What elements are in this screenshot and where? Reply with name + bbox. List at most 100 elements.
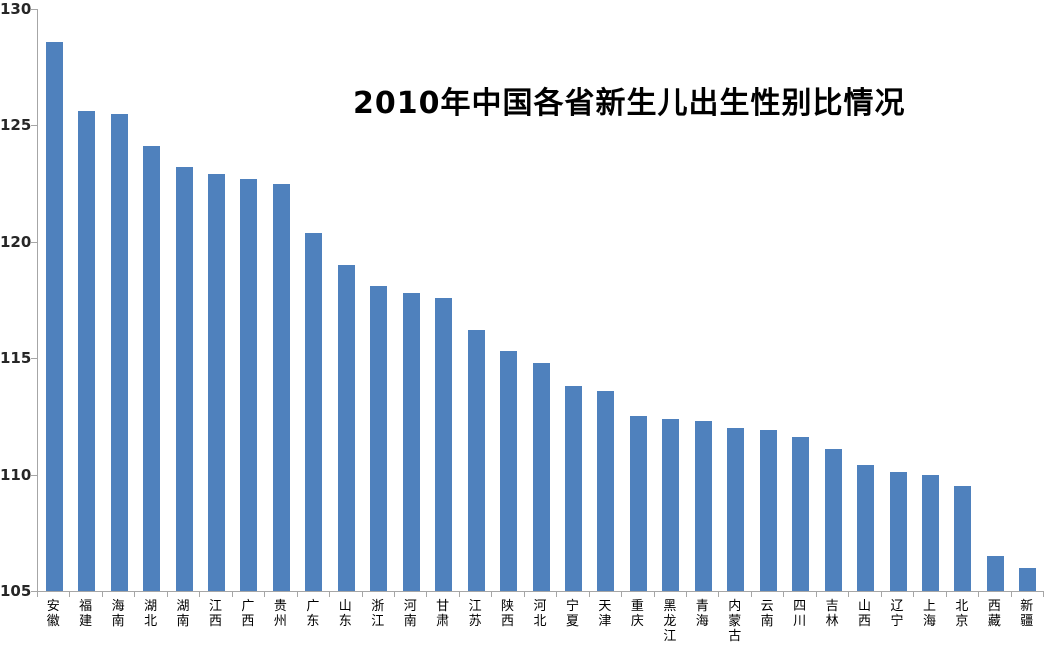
x-category-label: 湖南 [167, 599, 199, 644]
bar-slot [298, 9, 330, 591]
x-tick-mark [101, 592, 103, 597]
x-tick-mark [523, 592, 525, 597]
x-tick-mark [750, 592, 752, 597]
bar-13 [435, 297, 453, 591]
y-tick-label: 110 [0, 465, 32, 484]
plot-area [37, 9, 1044, 592]
x-tick-mark [458, 592, 460, 597]
bar-slot [265, 9, 297, 591]
chart-title: 2010年中国各省新生儿出生性别比情况 [353, 86, 906, 121]
x-category-label: 西藏 [978, 599, 1010, 644]
x-category-label: 陕西 [491, 599, 523, 644]
bar-15 [500, 351, 518, 591]
x-category-label: 贵州 [264, 599, 296, 644]
bar-slot [200, 9, 232, 591]
x-category-label: 辽宁 [881, 599, 913, 644]
bar-26 [857, 465, 875, 591]
bar-slot [168, 9, 200, 591]
x-category-label-text: 内蒙古 [728, 599, 742, 644]
x-category-label-text: 四川 [793, 599, 807, 629]
x-category-label-text: 山西 [858, 599, 872, 629]
y-tick-mark [31, 591, 37, 592]
x-category-label-text: 贵州 [273, 599, 287, 629]
x-tick-mark [69, 592, 71, 597]
x-category-label: 青海 [686, 599, 718, 644]
x-tick-mark [166, 592, 168, 597]
bar-20 [662, 418, 680, 591]
y-tick-label: 105 [0, 582, 32, 600]
x-category-label-text: 海南 [111, 599, 125, 629]
x-axis-labels: 安徽 福建 海南 湖北 湖南 江西 广西 贵州 广东 山东 浙江 河南 甘肃 江苏 陕西 河北 宁夏 天津 重庆 黑龙… [37, 599, 1043, 644]
bar-3 [110, 113, 128, 591]
bar-slot [882, 9, 914, 591]
bar-slot [817, 9, 849, 591]
bar-1 [45, 41, 63, 591]
bar-slot [427, 9, 459, 591]
x-category-label-text: 黑龙江 [663, 599, 677, 644]
bar-slot [70, 9, 102, 591]
x-category-label-text: 陕西 [501, 599, 515, 629]
bar-25 [824, 449, 842, 591]
x-tick-mark [296, 592, 298, 597]
x-tick-mark [588, 592, 590, 597]
x-category-label: 上海 [913, 599, 945, 644]
x-tick-mark [621, 592, 623, 597]
bar-27 [889, 472, 907, 591]
x-tick-mark [945, 592, 947, 597]
x-category-label-text: 山东 [338, 599, 352, 629]
x-category-label: 福建 [69, 599, 101, 644]
y-tick-mark [31, 358, 37, 360]
bar-12 [402, 293, 420, 591]
bar-slot [1012, 9, 1044, 591]
x-category-label-text: 湖北 [144, 599, 158, 629]
bar-slot [590, 9, 622, 591]
x-category-label-text: 广东 [306, 599, 320, 629]
bar-slot [720, 9, 752, 591]
x-category-label-text: 浙江 [371, 599, 385, 629]
x-category-label-text: 甘肃 [436, 599, 450, 629]
x-category-label: 黑龙江 [654, 599, 686, 644]
x-category-label: 四川 [783, 599, 815, 644]
bar-11 [370, 286, 388, 591]
bar-10 [337, 265, 355, 591]
y-tick-mark [31, 241, 37, 243]
bar-slot [460, 9, 492, 591]
bar-slot [655, 9, 687, 591]
bar-slot [979, 9, 1011, 591]
bar-6 [207, 174, 225, 591]
bar-slot [947, 9, 979, 591]
bar-7 [240, 178, 258, 591]
x-category-label-text: 江苏 [468, 599, 482, 629]
x-category-label: 北京 [946, 599, 978, 644]
y-tick-label: 115 [0, 349, 32, 368]
x-tick-mark [1043, 592, 1044, 597]
bar-21 [694, 421, 712, 591]
x-tick-mark [37, 592, 38, 597]
bar-28 [921, 474, 939, 591]
x-category-label: 山东 [329, 599, 361, 644]
bar-19 [629, 416, 647, 591]
bar-slot [395, 9, 427, 591]
bar-slot [492, 9, 524, 591]
x-category-label-text: 上海 [922, 599, 936, 629]
x-category-label: 广东 [297, 599, 329, 644]
x-category-label: 甘肃 [426, 599, 458, 644]
x-tick-mark [1010, 592, 1012, 597]
x-tick-mark [913, 592, 915, 597]
x-category-label: 云南 [751, 599, 783, 644]
x-category-label: 浙江 [362, 599, 394, 644]
y-tick-mark [31, 9, 37, 10]
bar-slot [103, 9, 135, 591]
bar-slot [687, 9, 719, 591]
x-category-label: 重庆 [621, 599, 653, 644]
y-tick-label: 125 [0, 116, 32, 135]
x-category-label: 河北 [524, 599, 556, 644]
x-category-label: 江苏 [459, 599, 491, 644]
x-tick-mark [329, 592, 331, 597]
x-category-label: 宁夏 [556, 599, 588, 644]
x-category-label-text: 河南 [403, 599, 417, 629]
x-tick-mark [686, 592, 688, 597]
x-category-label-text: 福建 [79, 599, 93, 629]
x-category-label-text: 吉林 [825, 599, 839, 629]
